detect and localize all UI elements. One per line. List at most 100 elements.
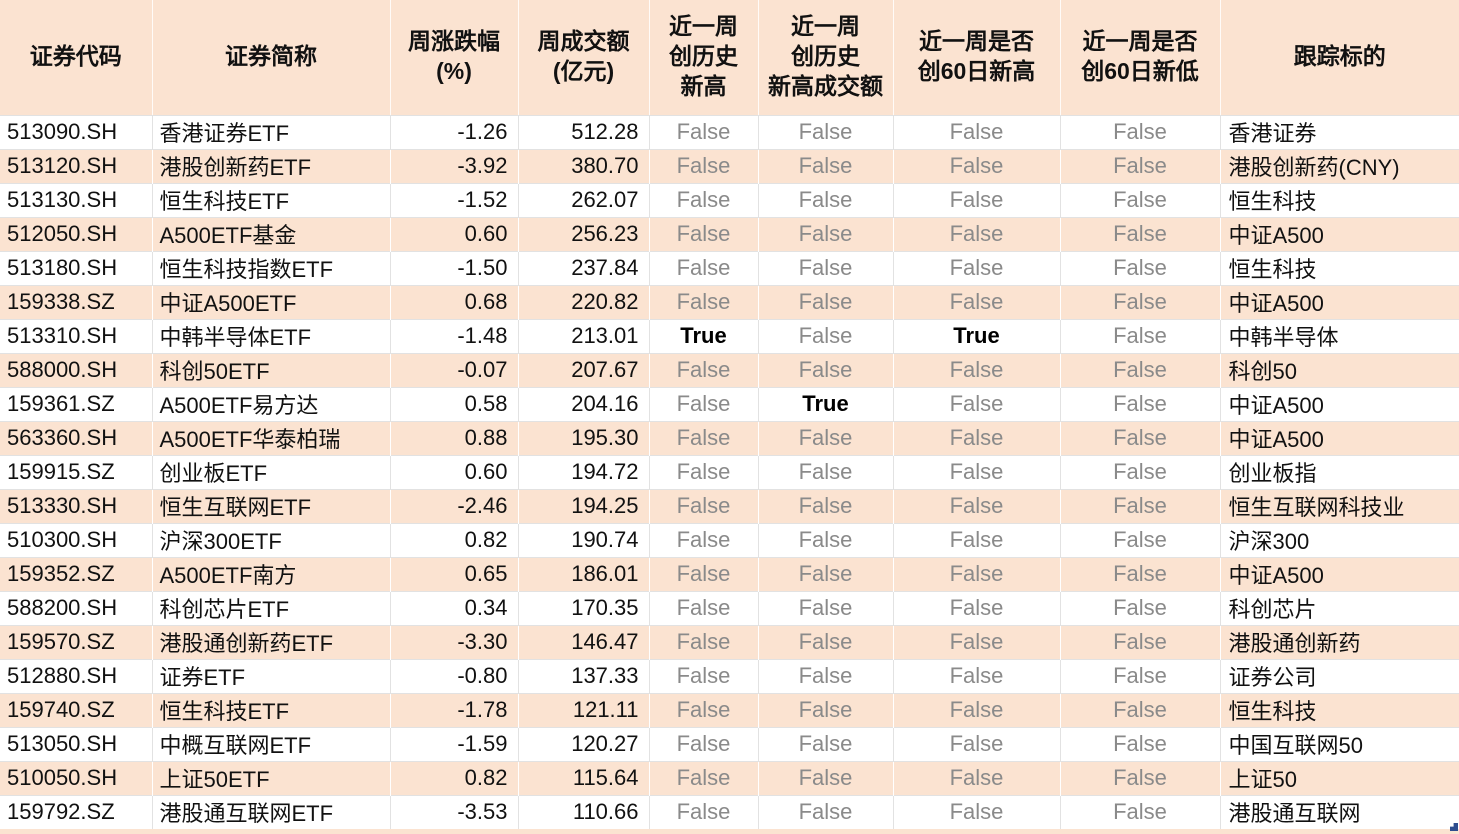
- cell-weekly_change_pct: -1.78: [390, 693, 519, 727]
- cell-name: 中证A500ETF: [152, 285, 391, 319]
- cell-weekly_change_pct: 0.65: [390, 557, 519, 591]
- cell-tracking_target: 恒生互联网科技业: [1220, 489, 1459, 523]
- cell-week_record_high: False: [649, 693, 759, 727]
- cell-week_record_high: False: [649, 522, 759, 558]
- cell-weekly_turnover: 194.25: [518, 489, 650, 523]
- cell-week_record_high_turnover: False: [758, 658, 894, 694]
- cell-weekly_change_pct: 0.34: [390, 590, 519, 626]
- cell-tracking_target: 港股创新药(CNY): [1220, 149, 1459, 183]
- cell-tracking_target: 恒生科技: [1220, 693, 1459, 727]
- column-header-weekly_change_pct: 周涨跌幅 (%): [390, 0, 519, 116]
- cell-week_record_high: False: [649, 454, 759, 490]
- cell-week_60d_high: False: [893, 285, 1061, 319]
- cell-name: 恒生互联网ETF: [152, 489, 391, 523]
- cell-week_60d_low: False: [1060, 761, 1221, 795]
- cell-tracking_target: 港股通互联网: [1220, 794, 1459, 830]
- cell-week_record_high_turnover: False: [758, 114, 894, 150]
- cell-week_60d_low: False: [1060, 658, 1221, 694]
- cell-week_60d_low: False: [1060, 114, 1221, 150]
- cell-weekly_change_pct: -0.80: [390, 658, 519, 694]
- cell-code: 159338.SZ: [0, 285, 153, 319]
- cell-week_record_high_turnover: False: [758, 217, 894, 251]
- cell-tracking_target: 香港证券: [1220, 114, 1459, 150]
- cell-code: 588000.SH: [0, 353, 153, 387]
- cell-week_60d_high: False: [893, 114, 1061, 150]
- table-row: 159361.SZ A500ETF易方达 0.58 204.16 False True Fa…: [0, 386, 1459, 422]
- table-row: 159740.SZ 恒生科技ETF -1.78 121.11 False False Fal…: [0, 693, 1459, 727]
- cell-week_record_high_turnover: False: [758, 590, 894, 626]
- cell-code: 513130.SH: [0, 182, 153, 218]
- cell-code: 512880.SH: [0, 658, 153, 694]
- cell-code: 159740.SZ: [0, 693, 153, 727]
- cell-week_60d_high: False: [893, 454, 1061, 490]
- cell-tracking_target: 中国互联网50: [1220, 726, 1459, 762]
- cell-week_60d_high: False: [893, 658, 1061, 694]
- cell-week_record_high_turnover: False: [758, 182, 894, 218]
- cell-week_60d_high: False: [893, 386, 1061, 422]
- cell-week_record_high_turnover: False: [758, 421, 894, 455]
- cell-week_60d_high: False: [893, 625, 1061, 659]
- cell-week_record_high_turnover: False: [758, 625, 894, 659]
- cell-week_record_high_turnover: False: [758, 693, 894, 727]
- column-header-week_record_high_turnover: 近一周 创历史 新高成交额: [758, 0, 894, 116]
- cell-tracking_target: 科创芯片: [1220, 590, 1459, 626]
- cell-week_record_high_turnover: False: [758, 557, 894, 591]
- cell-week_record_high: False: [649, 250, 759, 286]
- cell-code: 159352.SZ: [0, 557, 153, 591]
- cell-weekly_change_pct: -1.59: [390, 726, 519, 762]
- cell-code: 159792.SZ: [0, 794, 153, 830]
- cell-week_record_high: True: [649, 318, 759, 354]
- cell-name: 恒生科技ETF: [152, 182, 391, 218]
- cell-tracking_target: 中证A500: [1220, 386, 1459, 422]
- cell-week_record_high_turnover: False: [758, 149, 894, 183]
- cell-name: 上证50ETF: [152, 761, 391, 795]
- cell-tracking_target: 中证A500: [1220, 421, 1459, 455]
- cell-week_60d_high: False: [893, 149, 1061, 183]
- cell-weekly_turnover: 190.74: [518, 522, 650, 558]
- cell-week_60d_high: False: [893, 557, 1061, 591]
- cell-weekly_turnover: 237.84: [518, 250, 650, 286]
- cell-weekly_change_pct: -1.26: [390, 114, 519, 150]
- cell-name: A500ETF南方: [152, 557, 391, 591]
- table-row: 159570.SZ 港股通创新药ETF -3.30 146.47 False False F…: [0, 625, 1459, 659]
- cell-code: 513120.SH: [0, 149, 153, 183]
- cell-week_60d_low: False: [1060, 557, 1221, 591]
- cell-weekly_turnover: 110.66: [518, 794, 650, 830]
- cell-code: 510300.SH: [0, 522, 153, 558]
- cell-weekly_turnover: 137.33: [518, 658, 650, 694]
- cell-week_60d_low: False: [1060, 318, 1221, 354]
- cell-week_record_high: False: [649, 489, 759, 523]
- table-row: 513090.SH 香港证券ETF -1.26 512.28 False False Fal…: [0, 114, 1459, 150]
- table-row: 513330.SH 恒生互联网ETF -2.46 194.25 False False Fa…: [0, 489, 1459, 523]
- cell-tracking_target: 中证A500: [1220, 557, 1459, 591]
- cell-week_record_high: False: [649, 114, 759, 150]
- cell-name: A500ETF华泰柏瑞: [152, 421, 391, 455]
- cell-weekly_change_pct: 0.88: [390, 421, 519, 455]
- cell-name: 港股通创新药ETF: [152, 625, 391, 659]
- table-row: 513050.SH 中概互联网ETF -1.59 120.27 False False Fa…: [0, 726, 1459, 762]
- cell-week_60d_high: False: [893, 522, 1061, 558]
- cell-week_record_high: False: [649, 761, 759, 795]
- table-row: 159792.SZ 港股通互联网ETF -3.53 110.66 False False F…: [0, 794, 1459, 830]
- cell-week_60d_high: False: [893, 489, 1061, 523]
- cell-week_60d_high: False: [893, 217, 1061, 251]
- column-header-week_60d_high: 近一周是否 创60日新高: [893, 0, 1061, 116]
- cell-name: 创业板ETF: [152, 454, 391, 490]
- cell-week_record_high_turnover: True: [758, 386, 894, 422]
- cell-weekly_change_pct: -1.48: [390, 318, 519, 354]
- cell-weekly_change_pct: -3.92: [390, 149, 519, 183]
- cell-weekly_turnover: 512.28: [518, 114, 650, 150]
- cell-week_record_high: False: [649, 658, 759, 694]
- cell-week_60d_low: False: [1060, 285, 1221, 319]
- cell-week_60d_high: True: [893, 318, 1061, 354]
- cell-tracking_target: 恒生科技: [1220, 182, 1459, 218]
- cell-tracking_target: 证券公司: [1220, 658, 1459, 694]
- cell-week_60d_low: False: [1060, 353, 1221, 387]
- cell-week_60d_low: False: [1060, 625, 1221, 659]
- cell-tracking_target: 中证A500: [1220, 285, 1459, 319]
- cell-week_60d_low: False: [1060, 250, 1221, 286]
- cell-name: A500ETF基金: [152, 217, 391, 251]
- cell-weekly_turnover: 115.64: [518, 761, 650, 795]
- cell-weekly_change_pct: -1.50: [390, 250, 519, 286]
- cell-week_60d_low: False: [1060, 522, 1221, 558]
